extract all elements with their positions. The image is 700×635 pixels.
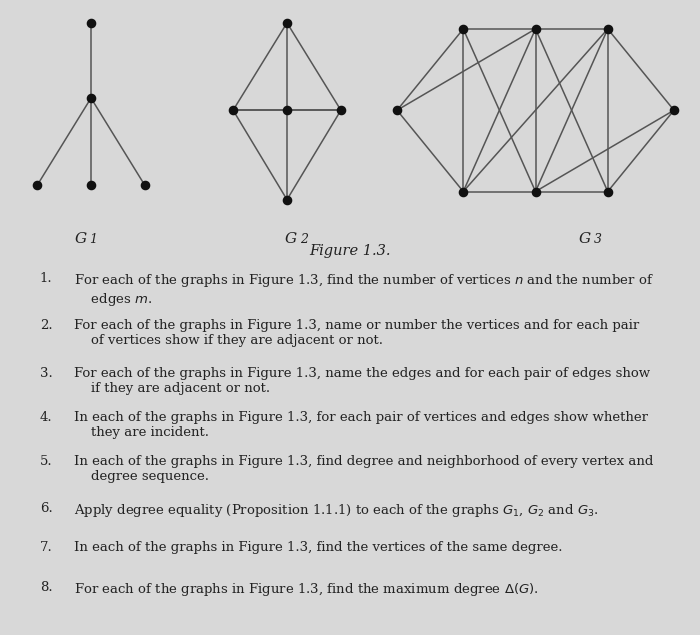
- Text: 1.: 1.: [40, 272, 52, 284]
- Text: For each of the graphs in Figure 1.3, find the maximum degree $\Delta(G)$.: For each of the graphs in Figure 1.3, fi…: [74, 581, 538, 598]
- Text: For each of the graphs in Figure 1.3, name the edges and for each pair of edges : For each of the graphs in Figure 1.3, na…: [74, 367, 650, 395]
- Text: In each of the graphs in Figure 1.3, find the vertices of the same degree.: In each of the graphs in Figure 1.3, fin…: [74, 541, 562, 554]
- Point: [602, 24, 613, 34]
- Text: 2.: 2.: [40, 319, 52, 332]
- Text: 3.: 3.: [40, 367, 52, 380]
- Point: [281, 18, 293, 28]
- Text: In each of the graphs in Figure 1.3, for each pair of vertices and edges show wh: In each of the graphs in Figure 1.3, for…: [74, 411, 648, 439]
- Text: 6.: 6.: [40, 502, 52, 514]
- Text: 4.: 4.: [40, 411, 52, 424]
- Point: [530, 187, 541, 197]
- Point: [602, 187, 613, 197]
- Text: 5.: 5.: [40, 455, 52, 468]
- Point: [85, 180, 97, 190]
- Text: G: G: [284, 232, 297, 246]
- Point: [458, 187, 469, 197]
- Point: [85, 93, 97, 103]
- Point: [281, 105, 293, 116]
- Point: [530, 24, 541, 34]
- Text: 1: 1: [90, 233, 97, 246]
- Text: For each of the graphs in Figure 1.3, find the number of vertices $n$ and the nu: For each of the graphs in Figure 1.3, fi…: [74, 272, 653, 308]
- Text: G: G: [578, 232, 591, 246]
- Text: For each of the graphs in Figure 1.3, name or number the vertices and for each p: For each of the graphs in Figure 1.3, na…: [74, 319, 638, 347]
- Point: [391, 105, 402, 116]
- Point: [281, 194, 293, 204]
- Text: Apply degree equality (Proposition 1.1.1) to each of the graphs $G_1$, $G_2$ and: Apply degree equality (Proposition 1.1.1…: [74, 502, 598, 519]
- Text: In each of the graphs in Figure 1.3, find degree and neighborhood of every verte: In each of the graphs in Figure 1.3, fin…: [74, 455, 653, 483]
- Text: 8.: 8.: [40, 581, 52, 594]
- Text: 3: 3: [594, 233, 601, 246]
- Point: [458, 24, 469, 34]
- Point: [668, 105, 680, 116]
- Point: [335, 105, 346, 116]
- Text: G: G: [74, 232, 87, 246]
- Point: [228, 105, 239, 116]
- Text: 7.: 7.: [40, 541, 52, 554]
- Point: [139, 180, 150, 190]
- Point: [32, 180, 43, 190]
- Text: Figure 1.3.: Figure 1.3.: [309, 244, 391, 258]
- Text: 2: 2: [300, 233, 307, 246]
- Point: [85, 18, 97, 28]
